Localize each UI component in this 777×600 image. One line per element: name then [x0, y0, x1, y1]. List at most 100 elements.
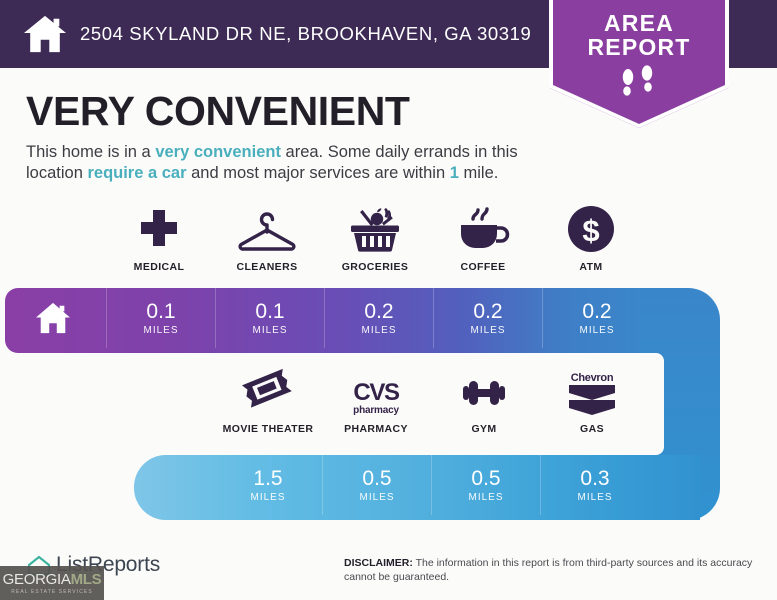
subtitle-highlight-1: very convenient [155, 143, 281, 161]
cvs-pharmacy-logo: CVS pharmacy [353, 366, 400, 416]
distance-cell-medical: 0.1 MILES [107, 288, 215, 348]
svg-text:$: $ [582, 213, 599, 248]
distance-cell-groceries: 0.2 MILES [325, 288, 433, 348]
row-2-distances: 1.5 MILES 0.5 MILES 0.5 MILES 0.3 MILES [214, 455, 649, 515]
cell-divider [215, 288, 216, 348]
category-cleaners[interactable]: CLEANERS [213, 204, 321, 273]
distance-cell-movie-theater: 1.5 MILES [214, 455, 322, 515]
georgia-mls-watermark: GEORGIAMLS REAL ESTATE SERVICES [0, 566, 104, 600]
category-label: ATM [579, 261, 603, 273]
disclaimer-label: DISCLAIMER: [344, 557, 413, 569]
distance-value: 0.2 [582, 299, 612, 323]
distance-unit: MILES [143, 324, 179, 336]
watermark-part-2: MLS [70, 570, 102, 588]
coffee-cup-icon [455, 204, 511, 254]
distance-value: 0.1 [255, 299, 285, 323]
subtitle-part-2: area. Some daily errands in this locatio… [26, 143, 518, 183]
distance-cell-gym: 0.5 MILES [432, 455, 540, 515]
watermark-part-1: GEORGIA [2, 570, 71, 588]
distance-value: 1.5 [253, 466, 283, 490]
medical-cross-icon [137, 204, 181, 254]
property-address: 2504 SKYLAND DR NE, BROOKHAVEN, GA 30319 [80, 23, 532, 44]
row-2-icons: MOVIE THEATER CVS pharmacy PHARMACY [214, 366, 646, 435]
distance-unit: MILES [470, 324, 506, 336]
distance-cell-pharmacy: 0.5 MILES [323, 455, 431, 515]
dumbbell-icon [455, 366, 513, 416]
track-top-bar [5, 288, 640, 353]
category-label: MEDICAL [133, 261, 185, 273]
badge-inner: AREA REPORT [553, 0, 725, 124]
area-report-badge: AREA REPORT [549, 0, 729, 128]
cell-divider [542, 288, 543, 348]
cell-divider [433, 288, 434, 348]
distance-cell-atm: 0.2 MILES [543, 288, 651, 348]
cell-divider [431, 455, 432, 515]
chevron-gas-logo: Chevron [569, 366, 615, 416]
footprints-icon [622, 65, 653, 96]
row-1-distances: 0.1 MILES 0.1 MILES 0.2 MILES 0.2 MILES … [0, 288, 651, 348]
distance-unit: MILES [250, 491, 286, 503]
category-gas[interactable]: Chevron GAS [538, 366, 646, 435]
chevron-wordmark: Chevron [570, 372, 614, 384]
distance-unit: MILES [252, 324, 288, 336]
category-atm[interactable]: $ ATM [537, 204, 645, 273]
category-label: GYM [471, 423, 497, 435]
category-groceries[interactable]: GROCERIES [321, 204, 429, 273]
badge-line-1: AREA [604, 10, 674, 36]
distance-cell-gas: 0.3 MILES [541, 455, 649, 515]
category-label: GROCERIES [341, 261, 409, 273]
track-bottom-bar [133, 455, 700, 520]
cell-divider [324, 288, 325, 348]
disclaimer: DISCLAIMER: The information in this repo… [344, 556, 764, 585]
category-label: COFFEE [460, 261, 506, 273]
distance-value: 0.2 [364, 299, 394, 323]
distance-track [5, 288, 720, 520]
distance-value: 0.3 [580, 466, 610, 490]
watermark-subtitle: REAL ESTATE SERVICES [11, 588, 93, 595]
distance-cell-coffee: 0.2 MILES [434, 288, 542, 348]
disclaimer-text: The information in this report is from t… [344, 557, 753, 584]
distance-value: 0.5 [471, 466, 501, 490]
subtitle-part-4: mile. [458, 164, 499, 183]
cvs-wordmark: CVS [353, 379, 400, 406]
movie-ticket-icon [240, 366, 296, 416]
category-label: MOVIE THEATER [222, 423, 314, 435]
home-marker-cell [0, 288, 106, 348]
category-medical[interactable]: MEDICAL [105, 204, 213, 273]
cell-divider [540, 455, 541, 515]
category-label: CLEANERS [236, 261, 298, 273]
home-icon [36, 302, 70, 334]
subtitle-part-1: This home is in a [26, 143, 156, 161]
atm-dollar-icon: $ [566, 204, 616, 254]
watermark-wordmark: GEORGIAMLS [3, 572, 102, 587]
category-movie-theater[interactable]: MOVIE THEATER [214, 366, 322, 435]
category-label: GAS [580, 423, 604, 435]
cvs-subwordmark: pharmacy [353, 405, 399, 416]
category-gym[interactable]: GYM [430, 366, 538, 435]
category-pharmacy[interactable]: CVS pharmacy PHARMACY [322, 366, 430, 436]
distance-unit: MILES [361, 324, 397, 336]
chevron-stripes-icon [569, 385, 615, 415]
subtitle-part-3: and most major services are within [186, 164, 450, 183]
subtitle-highlight-3: 1 [449, 164, 459, 183]
grocery-basket-icon [346, 204, 404, 254]
distance-value: 0.1 [146, 299, 176, 323]
row-1-icons: MEDICAL CLEANERS [105, 204, 645, 273]
home-icon [24, 15, 66, 53]
distance-unit: MILES [359, 491, 395, 503]
cell-divider [322, 455, 323, 515]
distance-value: 0.2 [473, 299, 503, 323]
distance-unit: MILES [579, 324, 615, 336]
badge-line-2: REPORT [587, 34, 691, 61]
distance-value: 0.5 [362, 466, 392, 490]
page-title: VERY CONVENIENT [26, 88, 410, 134]
distance-cell-cleaners: 0.1 MILES [216, 288, 324, 348]
category-label: PHARMACY [344, 423, 408, 435]
category-coffee[interactable]: COFFEE [429, 204, 537, 273]
subtitle-highlight-2: require a car [87, 164, 187, 183]
hanger-icon [237, 204, 297, 254]
distance-unit: MILES [577, 491, 613, 503]
cell-divider [106, 288, 107, 348]
distance-unit: MILES [468, 491, 504, 503]
